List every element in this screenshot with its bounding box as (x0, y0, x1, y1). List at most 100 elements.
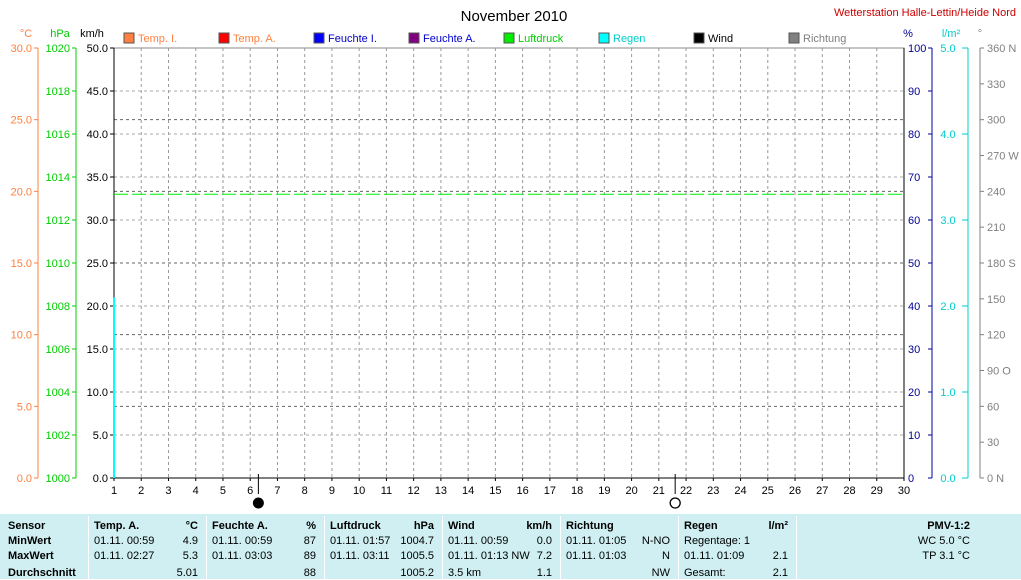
luftdruck-min-time: 01.11. 01:57 (330, 535, 391, 547)
regen-max-value: 2.1 (772, 550, 788, 562)
temp-axis-tick-label: 20.0 (11, 186, 32, 198)
luftdruck-unit: hPa (413, 520, 434, 532)
column-separator (324, 516, 325, 579)
pressure-axis-tick-label: 1000 (46, 473, 70, 485)
legend-swatch (788, 32, 800, 44)
legend-swatch (408, 32, 420, 44)
humidity-axis-tick-label: 0 (908, 473, 914, 485)
wind-axis-tick-label: 30.0 (87, 215, 108, 227)
humidity-axis-tick-label: 60 (908, 215, 920, 227)
richtung-max-time: 01.11. 01:03 (566, 550, 627, 562)
direction-axis-tick-label: 150 (987, 294, 1005, 306)
statistics-panel: Sensor MinWert MaxWert Durchschnitt Temp… (0, 514, 1021, 579)
humidity-axis-tick-label: 90 (908, 86, 920, 98)
x-tick-label: 3 (165, 485, 171, 497)
column-separator (678, 516, 679, 579)
x-tick-label: 8 (302, 485, 308, 497)
row-label-max: MaxWert (8, 550, 54, 562)
x-tick-label: 15 (489, 485, 501, 497)
x-tick-label: 14 (462, 485, 474, 497)
humidity-axis-tick-label: 30 (908, 344, 920, 356)
wind-axis-tick-label: 25.0 (87, 258, 108, 270)
wind-max-time: 01.11. 01:13 NW (448, 550, 530, 562)
x-tick-label: 10 (353, 485, 365, 497)
rain-axis-tick-label: 1.0 (940, 387, 955, 399)
pressure-unit-label: hPa (50, 28, 70, 40)
temp-axis-tick-label: 30.0 (11, 43, 32, 55)
pressure-axis-tick-label: 1016 (46, 129, 70, 141)
x-tick-label: 2 (138, 485, 144, 497)
wind-column: Wind km/h 01.11. 00:59 0.0 01.11. 01:13 … (448, 514, 552, 579)
luftdruck-max-time: 01.11. 03:11 (330, 550, 390, 562)
x-tick-label: 29 (871, 485, 883, 497)
legend-label: Regen (613, 33, 645, 45)
rain-axis-tick-label: 0.0 (940, 473, 955, 485)
direction-axis-tick-label: 300 (987, 115, 1005, 127)
wind-axis-tick-label: 40.0 (87, 129, 108, 141)
regen-max-time: 01.11. 01:09 (684, 550, 745, 562)
legend-label: Wind (708, 33, 733, 45)
wind-avg-value: 1.1 (536, 567, 552, 579)
feuchte-a-min-time: 01.11. 00:59 (212, 535, 273, 547)
wind-max-value: 7.2 (536, 550, 552, 562)
x-tick-label: 13 (435, 485, 447, 497)
pressure-axis-tick-label: 1010 (46, 258, 70, 270)
feuchte-a-avg-value: 88 (303, 567, 316, 579)
row-label-min: MinWert (8, 535, 52, 547)
pressure-axis-tick-label: 1008 (46, 301, 70, 313)
x-tick-label: 27 (816, 485, 828, 497)
richtung-min-value: N-NO (641, 535, 670, 547)
x-tick-label: 7 (274, 485, 280, 497)
richtung-max-value: N (662, 550, 670, 562)
wind-axis-tick-label: 0.0 (93, 473, 108, 485)
legend-swatch (313, 32, 325, 44)
regen-total-label: Gesamt: (684, 567, 726, 579)
pressure-axis-tick-label: 1014 (46, 172, 70, 184)
chart-series (113, 193, 904, 478)
feuchte-a-column: Feuchte A. % 01.11. 00:59 87 01.11. 03:0… (212, 514, 316, 579)
x-tick-label: 11 (381, 485, 392, 497)
legend: Temp. I. Temp. A. Feuchte I. Feuchte A. Luft… (123, 32, 846, 45)
x-tick-label: 25 (762, 485, 774, 497)
direction-axis-tick-label: 330 (987, 79, 1005, 91)
temp-axis-tick-label: 5.0 (17, 401, 32, 413)
wind-unit-label: km/h (80, 28, 104, 40)
column-separator (206, 516, 207, 579)
x-tick-label: 19 (598, 485, 610, 497)
richtung-min-time: 01.11. 01:05 (566, 535, 627, 547)
luftdruck-header: Luftdruck (330, 520, 381, 532)
x-tick-label: 17 (544, 485, 556, 497)
humidity-axis-tick-label: 50 (908, 258, 920, 270)
rain-axis-tick-label: 3.0 (940, 215, 955, 227)
legend-swatch (218, 32, 230, 44)
x-tick-label: 12 (408, 485, 420, 497)
feuchte-a-min-value: 87 (303, 535, 316, 547)
column-separator (560, 516, 561, 579)
x-tick-label: 26 (789, 485, 801, 497)
humidity-axis-tick-label: 80 (908, 129, 920, 141)
temp-a-min-value: 4.9 (182, 535, 198, 547)
feuchte-a-header: Feuchte A. (212, 520, 268, 532)
full-moon-icon (669, 497, 681, 509)
temp-a-column: Temp. A. °C 01.11. 00:59 4.9 01.11. 02:2… (94, 514, 198, 579)
chart-grid (113, 47, 905, 479)
legend-swatch (693, 32, 705, 44)
feuchte-a-max-time: 01.11. 03:03 (212, 550, 273, 562)
temp-axis-tick-label: 10.0 (11, 330, 32, 342)
direction-axis-tick-label: 180 S (987, 258, 1016, 270)
moon-phases (252, 474, 681, 509)
x-tick-label: 22 (680, 485, 692, 497)
row-label-avg: Durchschnitt (8, 567, 76, 579)
wind-axis-tick-label: 5.0 (93, 430, 108, 442)
column-separator (796, 516, 797, 579)
pmv-header: PMV-1:2 (927, 520, 970, 532)
pmv-windchill: WC 5.0 °C (917, 535, 970, 547)
temp-a-avg-value: 5.01 (176, 567, 198, 579)
richtung-column: Richtung 01.11. 01:05 N-NO 01.11. 01:03 … (566, 514, 670, 579)
luftdruck-avg-value: 1005.2 (400, 567, 434, 579)
station-title: Wetterstation Halle-Lettin/Heide Nord (834, 7, 1016, 19)
temp-unit-label: °C (20, 28, 32, 40)
humidity-unit-label: % (903, 28, 913, 40)
chart-title: November 2010 (461, 8, 568, 25)
legend-label: Temp. A. (233, 33, 276, 45)
